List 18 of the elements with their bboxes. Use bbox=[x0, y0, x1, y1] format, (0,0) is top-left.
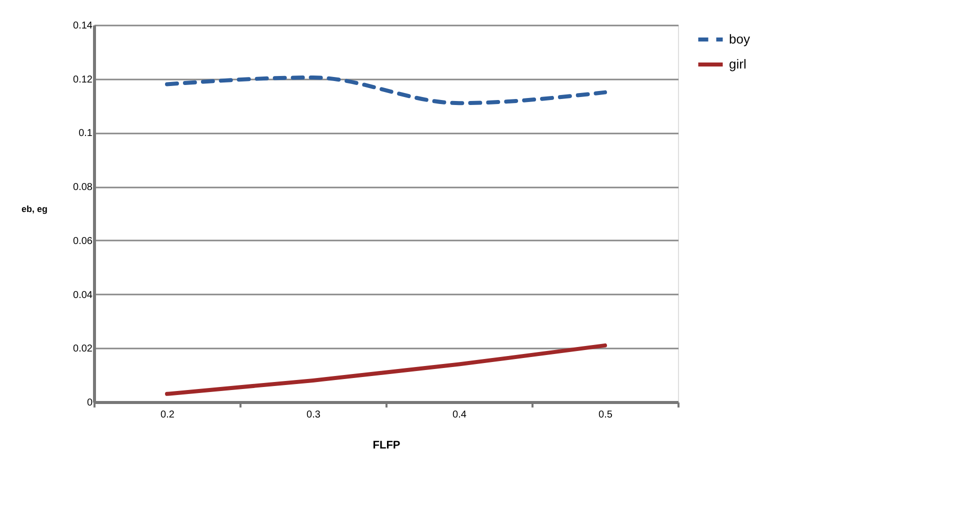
legend-label: boy bbox=[729, 32, 750, 46]
y-tick-label: 0.14 bbox=[73, 20, 93, 32]
line-series bbox=[165, 343, 607, 396]
y-tick-label: 0 bbox=[86, 398, 93, 408]
legend-label: girl bbox=[729, 56, 746, 72]
line-series bbox=[165, 76, 607, 106]
y-tick-label: 0.08 bbox=[73, 182, 93, 194]
y-tick-label: 0.02 bbox=[73, 344, 93, 355]
y-tick-label: 0.04 bbox=[73, 290, 93, 301]
y-tick-label: 0.1 bbox=[78, 128, 93, 140]
x-tick-label: 0.5 bbox=[598, 410, 613, 420]
y-tick-label: 0.12 bbox=[73, 74, 93, 86]
y-tick-label: 0.06 bbox=[73, 236, 93, 247]
x-tick-label: 0.4 bbox=[452, 410, 467, 420]
y-axis-title: eb, eg bbox=[21, 204, 48, 214]
x-tick-label: 0.2 bbox=[160, 410, 175, 420]
x-tick-label: 0.3 bbox=[306, 410, 321, 420]
x-axis-title: FLFP bbox=[372, 440, 400, 452]
